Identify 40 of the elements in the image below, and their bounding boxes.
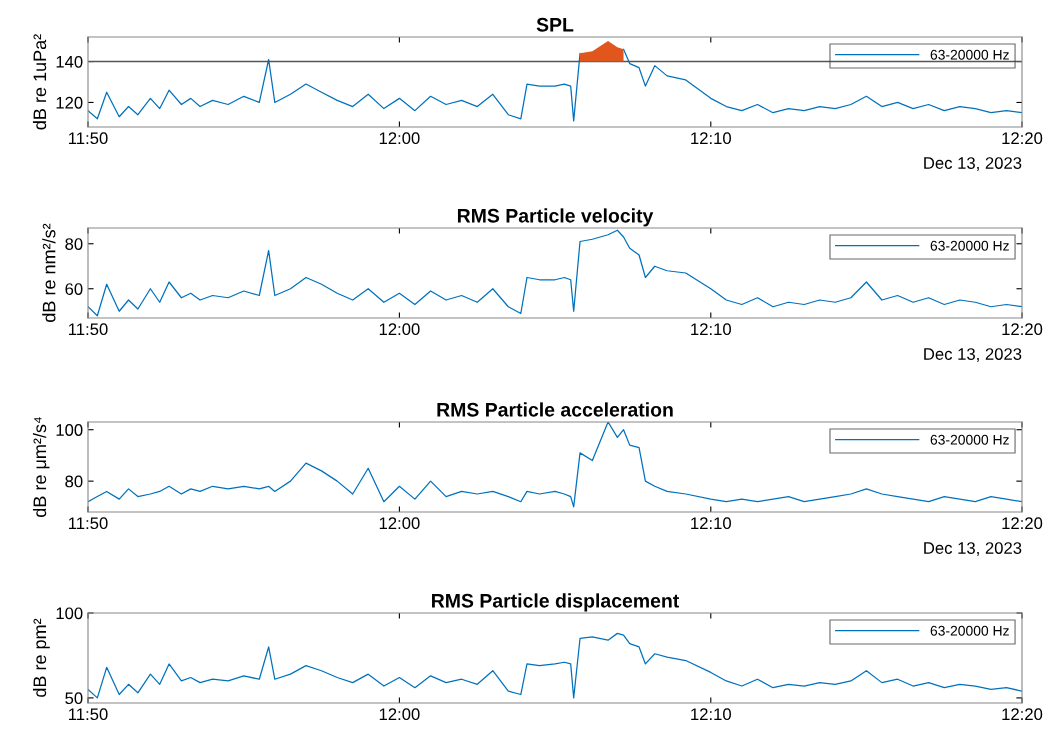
text: Dec 13, 2023 <box>924 157 1022 171</box>
text: 63-20000 Hz <box>930 434 1009 445</box>
text: 63-20000 Hz <box>930 49 1009 60</box>
x-tick-label: 12:00 <box>379 517 420 530</box>
x-tick-label: 12:10 <box>691 323 731 336</box>
y-tick-label: 100 <box>56 424 83 436</box>
x-tick-label: 12:00 <box>379 132 420 145</box>
x-tick-label: 11:50 <box>69 132 108 145</box>
x-tick-label: 12:00 <box>379 323 420 336</box>
x-tick-label: 12:20 <box>1002 517 1043 530</box>
x-tick-label: 12:20 <box>1002 323 1043 336</box>
y-tick-label: 50 <box>65 692 83 705</box>
text: Dec 13, 2023 <box>924 542 1022 556</box>
y-tick-label: 60 <box>65 283 83 295</box>
x-tick-label: 11:50 <box>69 708 108 721</box>
y-tick-label: 100 <box>56 607 83 620</box>
y-axis-title: dB re 1uPa² <box>32 34 47 130</box>
line-series <box>88 229 1022 317</box>
y-tick-label: 80 <box>65 238 83 250</box>
x-tick-label: 11:50 <box>69 323 108 336</box>
y-axis-title: dB re μm²/s⁴ <box>32 417 50 517</box>
y-tick-label: 80 <box>65 475 83 488</box>
x-tick-label: 12:00 <box>379 708 420 721</box>
y-axis-title: dB re nm²/s² <box>42 223 56 322</box>
text: 63-20000 Hz <box>930 625 1009 636</box>
y-tick-label: 140 <box>56 55 83 68</box>
chart-title: RMS Particle acceleration <box>437 402 673 417</box>
text: Dec 13, 2023 <box>924 348 1022 362</box>
text: 63-20000 Hz <box>930 240 1009 251</box>
x-tick-label: 12:20 <box>1002 132 1043 145</box>
chart-title: SPL <box>536 17 574 32</box>
chart-title: RMS Particle velocity <box>457 208 654 227</box>
x-tick-label: 12:10 <box>691 132 731 145</box>
x-tick-label: 12:10 <box>691 517 731 530</box>
x-tick-label: 12:10 <box>691 708 731 721</box>
chart-title: RMS Particle displacement <box>432 593 680 612</box>
y-axis-title: dB re pm² <box>32 618 50 697</box>
y-tick-label: 120 <box>56 96 83 109</box>
x-tick-label: 12:20 <box>1002 708 1043 721</box>
x-tick-label: 11:50 <box>69 517 108 530</box>
